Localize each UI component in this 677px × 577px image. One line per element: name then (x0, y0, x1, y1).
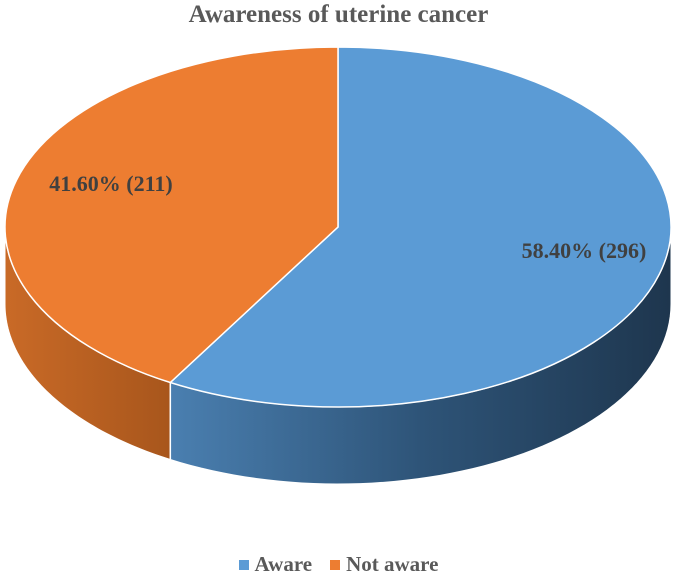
chart-title: Awareness of uterine cancer (188, 1, 489, 28)
legend-label-not-aware: Not aware (346, 552, 439, 576)
legend-label-aware: Aware (254, 552, 313, 576)
pie-slice-aware (168, 46, 672, 408)
legend-swatch-aware (238, 559, 249, 570)
data-label-aware: 58.40% (296) (522, 238, 647, 263)
data-label-not-aware: 41.60% (211) (49, 171, 172, 196)
legend-swatch-not-aware (330, 559, 341, 570)
pie-slice-not-aware (4, 46, 339, 384)
legend: Aware Not aware (0, 552, 677, 577)
legend-item-aware: Aware (238, 552, 313, 577)
legend-item-not-aware: Not aware (330, 552, 438, 577)
